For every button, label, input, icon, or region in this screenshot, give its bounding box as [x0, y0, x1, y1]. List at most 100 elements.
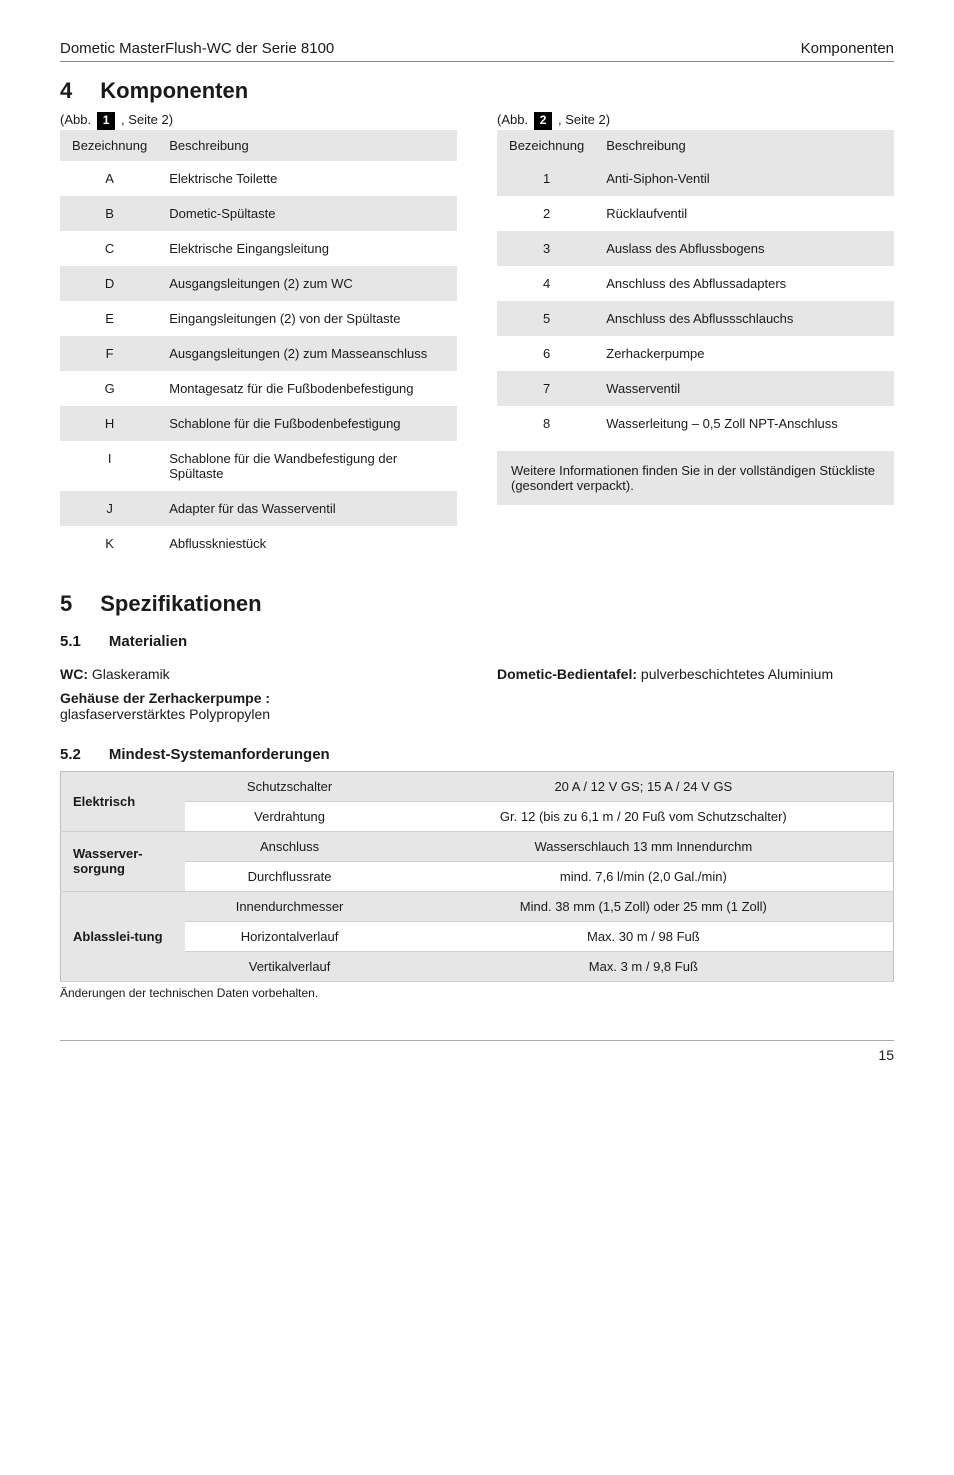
table-cell-desc: Adapter für das Wasserventil — [159, 491, 457, 526]
table-row: VertikalverlaufMax. 3 m / 9,8 Fuß — [61, 951, 894, 981]
table-cell-value: mind. 7,6 l/min (2,0 Gal./min) — [394, 861, 894, 891]
page-header: Dometic MasterFlush-WC der Serie 8100 Ko… — [60, 40, 894, 62]
table-cell-desc: Abflusskniestück — [159, 526, 457, 561]
table-cell-key: 8 — [497, 406, 596, 441]
table-cell-key: A — [60, 161, 159, 196]
table-cell-value: Mind. 38 mm (1,5 Zoll) oder 25 mm (1 Zol… — [394, 891, 894, 921]
header-right-title: Komponenten — [801, 40, 894, 57]
caption-left: (Abb. 1 , Seite 2) — [60, 112, 457, 130]
table-b-header-row: Bezeichnung Beschreibung — [497, 130, 894, 161]
table-a-head-key: Bezeichnung — [60, 130, 159, 161]
table-cell-desc: Ausgangsleitungen (2) zum WC — [159, 266, 457, 301]
section-4-number: 4 — [60, 78, 72, 104]
table-cell-desc: Dometic-Spültaste — [159, 196, 457, 231]
table-row: 8Wasserleitung – 0,5 Zoll NPT-Anschluss — [497, 406, 894, 441]
components-table-b: Bezeichnung Beschreibung 1Anti-Siphon-Ve… — [497, 130, 894, 441]
info-note: Weitere Informationen finden Sie in der … — [497, 451, 894, 505]
table-cell-key: E — [60, 301, 159, 336]
table-cell-sub: Innendurchmesser — [185, 891, 393, 921]
table-cell-category: Wasserver-sorgung — [61, 831, 186, 891]
sub-5-2-num: 5.2 — [60, 746, 81, 763]
caption-left-suffix: , Seite 2) — [121, 112, 173, 127]
table-row: ISchablone für die Wandbefestigung der S… — [60, 441, 457, 491]
table-row: 2Rücklaufventil — [497, 196, 894, 231]
table-cell-key: 6 — [497, 336, 596, 371]
table-row: 3Auslass des Abflussbogens — [497, 231, 894, 266]
subsection-5-2-heading: 5.2 Mindest-Systemanforderungen — [60, 746, 894, 763]
table-row: JAdapter für das Wasserventil — [60, 491, 457, 526]
table-cell-key: J — [60, 491, 159, 526]
table-row: HorizontalverlaufMax. 30 m / 98 Fuß — [61, 921, 894, 951]
wc-value: Glaskeramik — [88, 666, 170, 682]
components-left-col: (Abb. 1 , Seite 2) Bezeichnung Beschreib… — [60, 112, 457, 561]
panel-line: Dometic-Bedientafel: pulverbeschichtetes… — [497, 666, 894, 682]
caption-right-prefix: (Abb. — [497, 112, 528, 127]
components-table-a: Bezeichnung Beschreibung AElektrische To… — [60, 130, 457, 561]
table-cell-key: 2 — [497, 196, 596, 231]
table-row: Wasserver-sorgungAnschlussWasserschlauch… — [61, 831, 894, 861]
table-cell-key: 5 — [497, 301, 596, 336]
wc-line: WC: Glaskeramik — [60, 666, 457, 682]
caption-right: (Abb. 2 , Seite 2) — [497, 112, 894, 130]
section-5-heading: 5 Spezifikationen — [60, 591, 894, 617]
table-cell-key: C — [60, 231, 159, 266]
table-a-head-desc: Beschreibung — [159, 130, 457, 161]
table-row: BDometic-Spültaste — [60, 196, 457, 231]
table-cell-key: I — [60, 441, 159, 491]
subsection-5-1-heading: 5.1 Materialien — [60, 633, 894, 650]
table-cell-key: H — [60, 406, 159, 441]
table-row: GMontagesatz für die Fußbodenbefestigung — [60, 371, 457, 406]
figure-chip-1: 1 — [97, 112, 116, 130]
pump-value: glasfaserverstärktes Polypropylen — [60, 706, 270, 722]
sub-5-1-num: 5.1 — [60, 633, 81, 650]
table-row: VerdrahtungGr. 12 (bis zu 6,1 m / 20 Fuß… — [61, 801, 894, 831]
table-row: Durchflussratemind. 7,6 l/min (2,0 Gal./… — [61, 861, 894, 891]
table-row: EEingangsleitungen (2) von der Spültaste — [60, 301, 457, 336]
table-cell-desc: Schablone für die Fußbodenbefestigung — [159, 406, 457, 441]
table-row: FAusgangsleitungen (2) zum Masseanschlus… — [60, 336, 457, 371]
table-row: 6Zerhackerpumpe — [497, 336, 894, 371]
table-cell-desc: Auslass des Abflussbogens — [596, 231, 894, 266]
table-row: CElektrische Eingangsleitung — [60, 231, 457, 266]
table-cell-key: B — [60, 196, 159, 231]
materials-right: Dometic-Bedientafel: pulverbeschichtetes… — [497, 658, 894, 730]
tech-data-footnote: Änderungen der technischen Daten vorbeha… — [60, 986, 894, 1000]
table-cell-value: Wasserschlauch 13 mm Innendurchm — [394, 831, 894, 861]
components-right-col: (Abb. 2 , Seite 2) Bezeichnung Beschreib… — [497, 112, 894, 561]
table-row: 1Anti-Siphon-Ventil — [497, 161, 894, 196]
table-row: HSchablone für die Fußbodenbefestigung — [60, 406, 457, 441]
section-4-title: Komponenten — [100, 78, 248, 104]
table-cell-sub: Vertikalverlauf — [185, 951, 393, 981]
table-row: 4Anschluss des Abflussadapters — [497, 266, 894, 301]
table-cell-key: G — [60, 371, 159, 406]
table-row: ElektrischSchutzschalter20 A / 12 V GS; … — [61, 771, 894, 801]
table-cell-key: F — [60, 336, 159, 371]
header-left-title: Dometic MasterFlush-WC der Serie 8100 — [60, 40, 334, 57]
table-row: 7Wasserventil — [497, 371, 894, 406]
table-cell-value: Gr. 12 (bis zu 6,1 m / 20 Fuß vom Schutz… — [394, 801, 894, 831]
table-cell-desc: Anschluss des Abflussschlauchs — [596, 301, 894, 336]
section-4-heading: 4 Komponenten — [60, 78, 894, 104]
table-cell-desc: Rücklaufventil — [596, 196, 894, 231]
page-number: 15 — [60, 1040, 894, 1063]
section-5-number: 5 — [60, 591, 72, 617]
sub-5-2-title: Mindest-Systemanforderungen — [109, 746, 330, 763]
caption-right-suffix: , Seite 2) — [558, 112, 610, 127]
table-b-head-desc: Beschreibung — [596, 130, 894, 161]
table-cell-desc: Zerhackerpumpe — [596, 336, 894, 371]
table-b-head-key: Bezeichnung — [497, 130, 596, 161]
table-cell-value: Max. 30 m / 98 Fuß — [394, 921, 894, 951]
panel-label: Dometic-Bedientafel: — [497, 666, 637, 682]
table-cell-key: K — [60, 526, 159, 561]
table-cell-sub: Durchflussrate — [185, 861, 393, 891]
wc-label: WC: — [60, 666, 88, 682]
section-5-title: Spezifikationen — [100, 591, 261, 617]
components-two-column: (Abb. 1 , Seite 2) Bezeichnung Beschreib… — [60, 112, 894, 561]
table-cell-value: Max. 3 m / 9,8 Fuß — [394, 951, 894, 981]
table-row: 5Anschluss des Abflussschlauchs — [497, 301, 894, 336]
figure-chip-2: 2 — [534, 112, 553, 130]
table-cell-desc: Elektrische Eingangsleitung — [159, 231, 457, 266]
table-cell-key: 3 — [497, 231, 596, 266]
table-cell-sub: Verdrahtung — [185, 801, 393, 831]
table-cell-key: D — [60, 266, 159, 301]
